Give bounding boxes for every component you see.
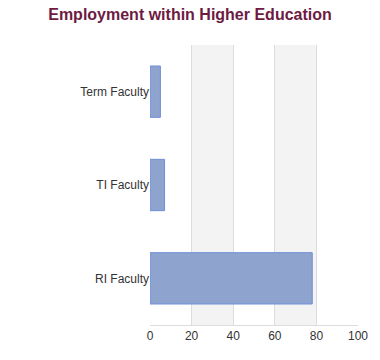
svg-text:Employment within Higher Educa: Employment within Higher Education	[48, 6, 332, 23]
svg-text:RI Faculty: RI Faculty	[95, 272, 149, 286]
svg-text:Term Faculty: Term Faculty	[80, 85, 149, 99]
svg-text:TI Faculty: TI Faculty	[96, 178, 149, 192]
svg-text:80: 80	[310, 329, 324, 343]
svg-text:60: 60	[268, 329, 282, 343]
svg-text:100: 100	[348, 329, 368, 343]
svg-text:20: 20	[185, 329, 199, 343]
svg-text:40: 40	[227, 329, 241, 343]
svg-text:0: 0	[147, 329, 154, 343]
